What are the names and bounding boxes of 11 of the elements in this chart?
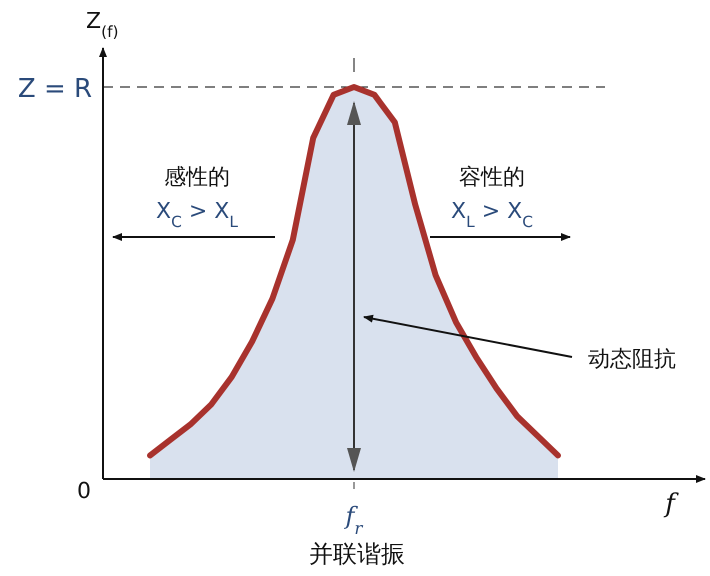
annotation: X$_{L}$ > X$_{C}$ — [451, 199, 533, 231]
text: 动态阻抗 — [588, 347, 676, 372]
annotation: 感性的 — [164, 165, 230, 190]
annotation: 容性的 — [459, 165, 525, 190]
text: 0 — [77, 479, 91, 504]
x-axis-title: f — [663, 489, 680, 519]
annotation: X$_{C}$ > X$_{L}$ — [156, 199, 238, 231]
text: f$_{r}$ — [344, 502, 364, 538]
text: 并联谐振 — [309, 540, 405, 568]
y-axis-title: Z$_{(f)}$ — [86, 9, 119, 41]
ref-line-label: Z = R — [18, 74, 92, 104]
